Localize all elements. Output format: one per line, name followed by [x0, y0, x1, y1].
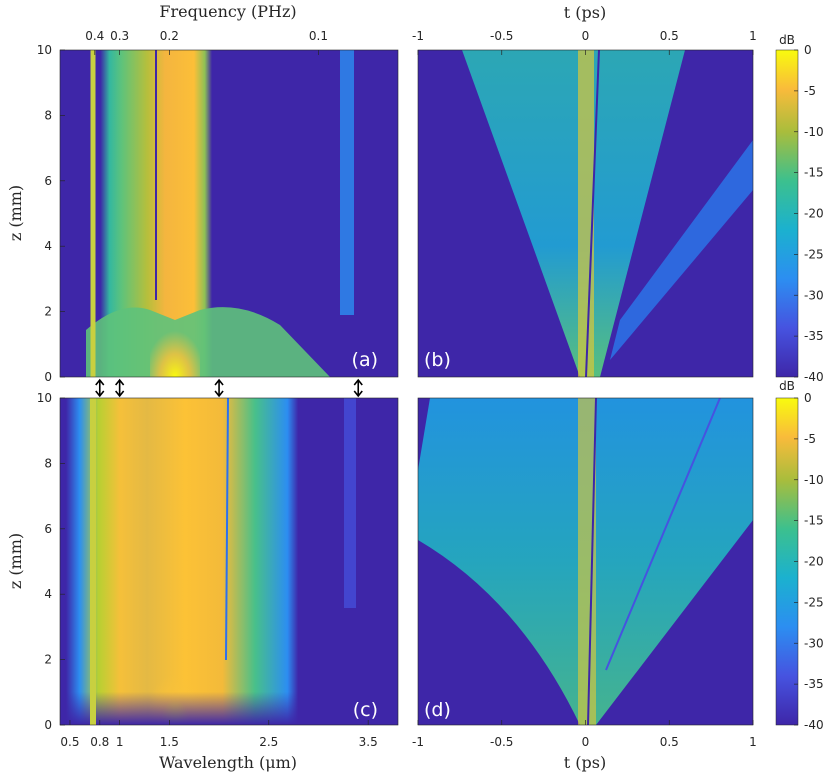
panel-b-label: (b)	[424, 349, 451, 371]
panel-a: (a)	[59, 49, 399, 378]
ytick-label: 0	[44, 370, 52, 384]
ytick-label: 8	[44, 456, 52, 470]
panel-b-main-cone	[462, 50, 685, 377]
wavelength-tick-label: 1	[116, 735, 124, 749]
colorbar-tick-label: -15	[804, 166, 824, 180]
panel-c-idler-line	[344, 398, 356, 608]
top-time-tick-label: 0.5	[660, 29, 679, 43]
top-frequency-tick-label: 0.4	[85, 29, 104, 43]
top-time-tick-label: 1	[749, 29, 757, 43]
colorbar-tick-label: -35	[804, 677, 824, 691]
wavelength-tick-label: 2.5	[259, 735, 278, 749]
colorbar-bottom: dB	[775, 379, 799, 726]
top-frequency-tick-label: 0.3	[110, 29, 129, 43]
ytick-label: 0	[44, 718, 52, 732]
panel-a-pump	[150, 300, 200, 377]
colorbar-top-unit: dB	[779, 33, 795, 47]
colorbar-tick-label: -25	[804, 247, 824, 261]
marker-arrow	[353, 378, 363, 398]
bottom-time-tick-label: -1	[412, 735, 424, 749]
colorbar-tick-label: 0	[804, 43, 812, 57]
colorbar-tick-label: -15	[804, 514, 824, 528]
wavelength-tick-label: 0.5	[60, 735, 79, 749]
colorbar-tick-label: -5	[804, 432, 816, 446]
panel-a-idler-line	[340, 50, 354, 315]
top-left-axis-title: Frequency (PHz)	[159, 2, 296, 21]
ytick-label: 10	[37, 391, 52, 405]
panel-b-dark-line	[585, 50, 600, 377]
panel-b-side-branch	[610, 140, 753, 360]
colorbar-tick-label: -25	[804, 595, 824, 609]
colorbar-tick-label: 0	[804, 391, 812, 405]
top-right-axis-title: t (ps)	[564, 3, 606, 22]
panel-d-label: (d)	[424, 699, 451, 721]
ytick-label: 2	[44, 653, 52, 667]
panel-a-ylabel: z (mm)	[6, 185, 25, 241]
wavelength-tick-label: 1.5	[160, 735, 179, 749]
colorbar-top: dB	[775, 33, 799, 378]
colorbar-tick-label: -20	[804, 207, 824, 221]
wavelength-tick-label: 3.5	[359, 735, 378, 749]
panel-c-base-fade	[66, 630, 336, 725]
ytick-label: 10	[37, 43, 52, 57]
ytick-label: 8	[44, 108, 52, 122]
ytick-label: 2	[44, 305, 52, 319]
top-time-tick-label: -1	[412, 29, 424, 43]
panel-c-label: (c)	[353, 699, 378, 721]
panel-a-base-spread	[86, 307, 330, 377]
panel-c-ylabel: z (mm)	[6, 533, 25, 589]
colorbar-tick-label: -30	[804, 636, 824, 650]
ytick-label: 4	[44, 587, 52, 601]
panel-c-frame	[59, 397, 399, 726]
top-time-tick-label: -0.5	[490, 29, 513, 43]
colorbar-tick-label: -20	[804, 555, 824, 569]
colorbar-tick-label: -10	[804, 473, 824, 487]
panel-c: (c)	[59, 397, 399, 726]
panel-b: (b)	[417, 49, 754, 378]
colorbar-tick-label: -40	[804, 718, 824, 732]
bottom-time-tick-label: 0.5	[660, 735, 679, 749]
top-frequency-tick-label: 0.2	[160, 29, 179, 43]
bottom-time-tick-label: -0.5	[490, 735, 513, 749]
ytick-label: 4	[44, 239, 52, 253]
bottom-time-tick-label: 1	[749, 735, 757, 749]
top-frequency-tick-label: 0.1	[309, 29, 328, 43]
panel-c-notch	[225, 398, 229, 661]
ytick-label: 6	[44, 522, 52, 536]
marker-arrow	[214, 378, 224, 398]
colorbar-tick-label: -40	[804, 370, 824, 384]
panel-a-label: (a)	[352, 349, 378, 371]
wavelength-tick-label: 0.8	[90, 735, 109, 749]
colorbar-bottom-unit: dB	[779, 379, 795, 393]
colorbar-tick-labels: 0 -5 -10 -15 -20 -25 -30 -35 -40 0 -5 -10 -15 -20 -25 -…	[794, 43, 824, 732]
colorbar-tick-label: -5	[804, 84, 816, 98]
colorbar-tick-label: -30	[804, 288, 824, 302]
bottom-time-tick-label: 0	[582, 735, 590, 749]
colorbar-tick-label: -10	[804, 125, 824, 139]
panel-d-dark-line-1	[587, 398, 597, 725]
marker-arrow	[95, 378, 105, 398]
panel-a-frame	[59, 49, 399, 378]
top-time-tick-label: 0	[582, 29, 590, 43]
marker-arrow	[115, 378, 125, 398]
bottom-right-axis-title: t (ps)	[564, 753, 606, 772]
bottom-left-axis-title: Wavelength (μm)	[159, 753, 297, 772]
colorbar-tick-label: -35	[804, 329, 824, 343]
panel-d-pulse-core	[578, 398, 596, 725]
panel-d-dark-line-2	[605, 398, 721, 671]
panel-d: (d)	[417, 397, 754, 726]
marker-arrows	[95, 378, 363, 398]
ytick-label: 6	[44, 174, 52, 188]
